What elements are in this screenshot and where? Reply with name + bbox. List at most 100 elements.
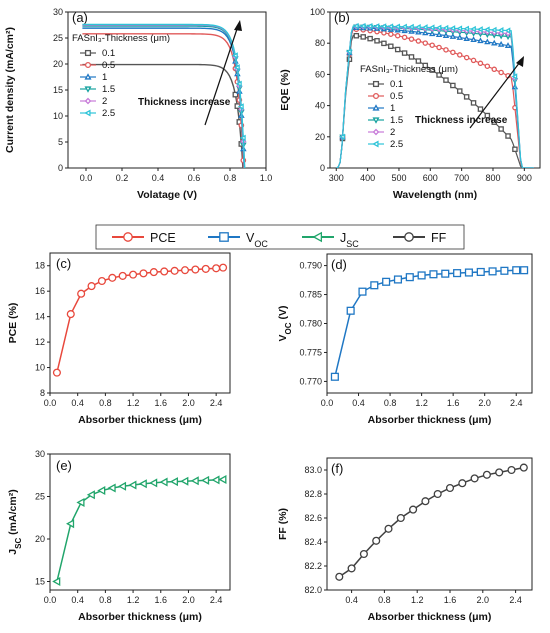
eqe-point bbox=[504, 42, 512, 48]
x-tick-label: 2.4 bbox=[509, 595, 522, 605]
data-point bbox=[433, 489, 442, 499]
plot-area bbox=[336, 22, 534, 168]
eqe-point bbox=[367, 35, 373, 42]
eqe-point bbox=[360, 34, 366, 40]
eqe-point bbox=[388, 31, 394, 37]
eqe-point bbox=[352, 22, 359, 30]
y-tick-label: 0 bbox=[320, 163, 325, 173]
x-tick-label: 1.2 bbox=[411, 595, 424, 605]
legend-entry: 1.5 bbox=[390, 115, 403, 126]
x-axis-label: Volatage (V) bbox=[137, 189, 197, 201]
y-tick-label: 83.0 bbox=[304, 465, 322, 475]
x-tick-label: 2.0 bbox=[182, 595, 195, 605]
x-tick-label: 300 bbox=[329, 173, 344, 183]
data-point bbox=[190, 476, 199, 486]
data-point bbox=[211, 475, 220, 485]
y-tick-label: 0.780 bbox=[299, 319, 322, 329]
legend-marker bbox=[372, 140, 379, 148]
eqe-point bbox=[463, 94, 470, 100]
x-axis-label: Absorber thickness (μm) bbox=[368, 414, 492, 426]
eqe-point bbox=[491, 119, 497, 125]
plot-area bbox=[82, 23, 247, 197]
eqe-point bbox=[408, 54, 415, 60]
x-tick-label: 400 bbox=[360, 173, 375, 183]
data-point bbox=[212, 264, 221, 273]
x-tick-label: 0.8 bbox=[378, 595, 391, 605]
x-tick-label: 1.6 bbox=[155, 398, 168, 408]
data-point bbox=[470, 474, 479, 483]
x-tick-label: 0.6 bbox=[188, 173, 201, 183]
eqe-point bbox=[388, 43, 394, 50]
data-point bbox=[97, 486, 106, 496]
eqe-point bbox=[457, 88, 463, 94]
arrow-head bbox=[516, 56, 524, 67]
eqe-point bbox=[470, 36, 477, 43]
eqe-point bbox=[497, 27, 504, 34]
eqe-point bbox=[477, 60, 484, 67]
x-tick-label: 2.4 bbox=[210, 595, 223, 605]
eqe-point bbox=[345, 48, 352, 55]
plot-frame bbox=[329, 11, 541, 169]
data-point bbox=[128, 480, 137, 490]
y-tick-label: 82.8 bbox=[304, 489, 322, 499]
data-point bbox=[507, 465, 516, 475]
legend-marker bbox=[372, 117, 380, 124]
eqe-point bbox=[470, 25, 476, 33]
data-point bbox=[464, 268, 473, 277]
panel-label: (b) bbox=[334, 10, 350, 25]
jv-curve-1.5 bbox=[82, 25, 246, 168]
data-point bbox=[372, 536, 381, 545]
series-line-d bbox=[334, 269, 525, 377]
jv-point bbox=[243, 179, 247, 183]
x-axis-label: Absorber thickness (μm) bbox=[78, 611, 202, 623]
eqe-point bbox=[415, 58, 422, 64]
x-tick-label: 0.4 bbox=[71, 398, 84, 408]
plot-frame bbox=[49, 453, 231, 591]
metrics-legend-entry: JSC bbox=[340, 231, 359, 249]
eqe-point bbox=[449, 33, 457, 39]
data-point bbox=[346, 306, 355, 315]
eqe-curve-2 bbox=[336, 25, 534, 168]
data-point bbox=[149, 478, 158, 488]
jv-point bbox=[231, 52, 238, 59]
data-point bbox=[139, 269, 148, 278]
x-tick-label: 0.4 bbox=[352, 398, 365, 408]
x-tick-label: 1.0 bbox=[260, 173, 273, 183]
eqe-point bbox=[415, 38, 422, 44]
x-tick-label: 0.8 bbox=[99, 595, 112, 605]
jv-point bbox=[239, 134, 246, 142]
y-axis-label: Current density (mA/cm²) bbox=[4, 27, 16, 153]
eqe-point bbox=[470, 100, 477, 106]
eqe-point bbox=[463, 54, 470, 61]
jv-point bbox=[235, 80, 242, 88]
legend-entry: 1 bbox=[390, 103, 395, 114]
eqe-point bbox=[450, 82, 456, 89]
x-tick-label: 0.8 bbox=[99, 398, 112, 408]
eqe-point bbox=[484, 63, 491, 69]
jv-curve-0.1 bbox=[82, 63, 244, 168]
x-tick-label: 500 bbox=[391, 173, 406, 183]
x-tick-label: 1.6 bbox=[155, 595, 168, 605]
legend-marker bbox=[372, 104, 380, 111]
jv-point bbox=[243, 193, 247, 197]
y-axis-label: PCE (%) bbox=[7, 303, 19, 344]
series-line-f bbox=[338, 466, 524, 578]
y-tick-label: 30 bbox=[35, 449, 45, 459]
eqe-point bbox=[511, 73, 518, 80]
data-point bbox=[512, 266, 521, 275]
y-tick-label: 0 bbox=[58, 163, 63, 173]
x-tick-label: 2.0 bbox=[477, 595, 490, 605]
jv-point bbox=[233, 64, 240, 71]
plot-area bbox=[330, 266, 529, 381]
legend-entry: 1 bbox=[102, 72, 107, 83]
data-point bbox=[52, 576, 61, 587]
metrics-legend-entry: PCE bbox=[150, 231, 176, 245]
jv-curve-0.5 bbox=[82, 33, 245, 168]
legend-title: FASnI₃-Thickness (μm) bbox=[360, 64, 458, 75]
eqe-point bbox=[435, 31, 443, 38]
y-axis-label: VOC (V) bbox=[277, 306, 293, 342]
y-axis-label: JSC (mA/cm²) bbox=[7, 489, 23, 554]
data-point bbox=[370, 281, 379, 290]
x-tick-label: 0.0 bbox=[44, 595, 57, 605]
y-tick-label: 8 bbox=[40, 388, 45, 398]
